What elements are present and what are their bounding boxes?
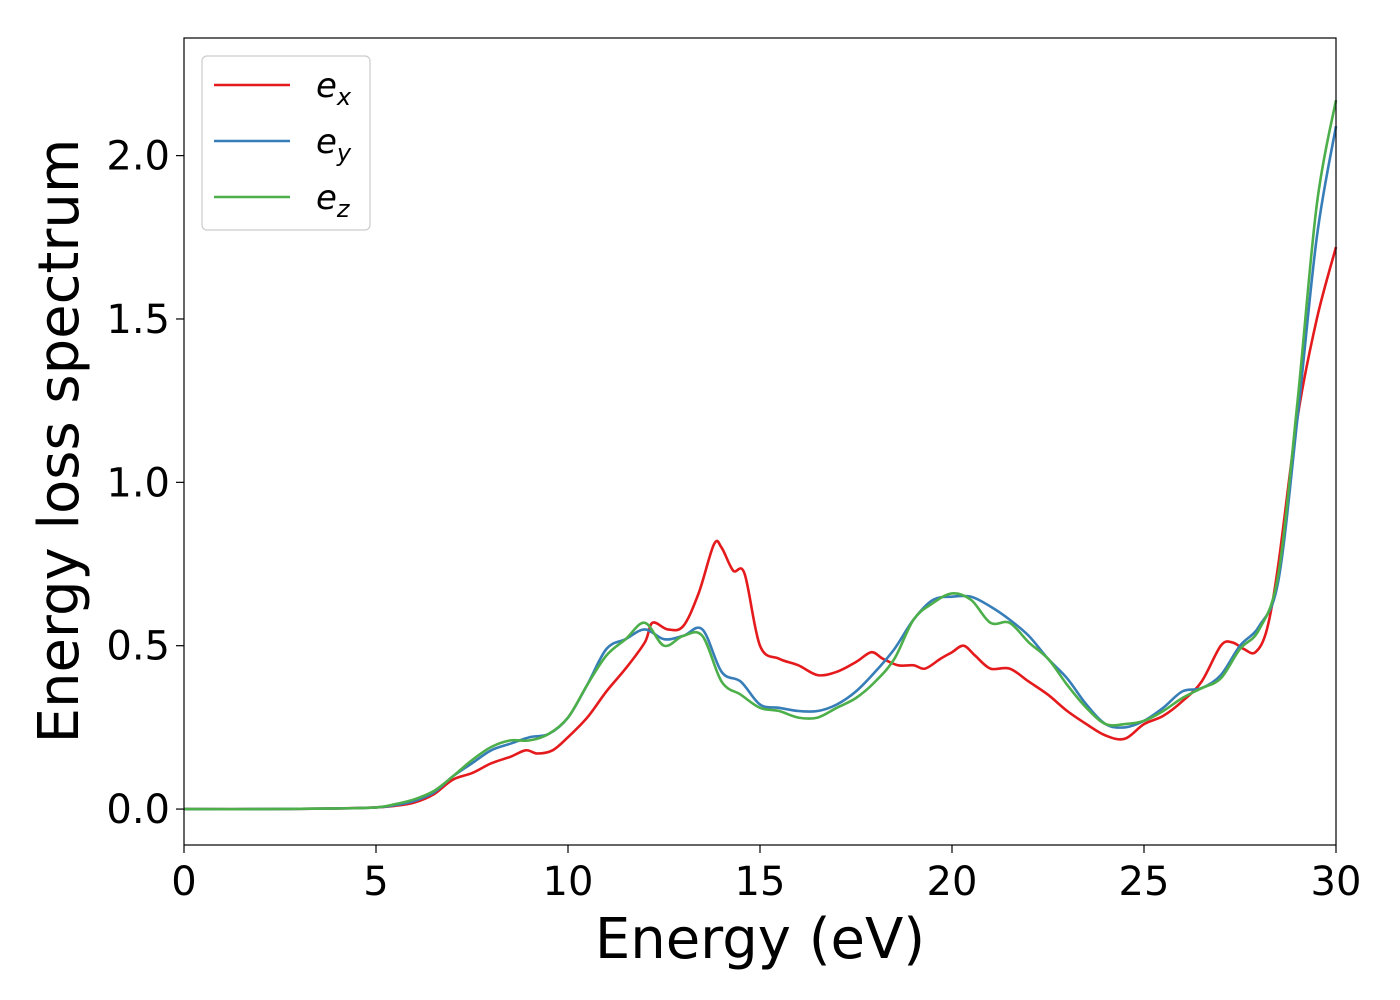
x-tick-label: 15 <box>735 859 786 905</box>
x-tick-label: 20 <box>927 859 978 905</box>
x-tick-label: 25 <box>1119 859 1170 905</box>
legend-box <box>201 55 371 231</box>
x-tick-label: 5 <box>363 859 388 905</box>
series-line-ey <box>183 125 1338 811</box>
series-lines <box>183 99 1338 811</box>
x-axis-title: Energy (eV) <box>595 907 925 972</box>
series-line-ex <box>183 246 1338 811</box>
x-tick-label: 0 <box>171 859 196 905</box>
y-tick-label: 1.5 <box>106 297 170 343</box>
y-tick-label: 0.5 <box>106 624 170 670</box>
y-tick-label: 0.0 <box>106 787 170 833</box>
y-tick-label: 1.0 <box>106 460 170 506</box>
series-line-ez <box>183 99 1338 811</box>
legend-label-ey: ey <box>316 122 352 167</box>
x-axis: 0 5 10 15 20 25 30 <box>171 845 1361 905</box>
legend-label-ex: ex <box>316 66 352 111</box>
x-tick-label: 30 <box>1311 859 1362 905</box>
y-axis: 0.0 0.5 1.0 1.5 2.0 <box>106 134 184 833</box>
y-axis-title: Energy loss spectrum <box>27 139 92 744</box>
y-tick-label: 2.0 <box>106 134 170 180</box>
x-tick-label: 10 <box>543 859 594 905</box>
